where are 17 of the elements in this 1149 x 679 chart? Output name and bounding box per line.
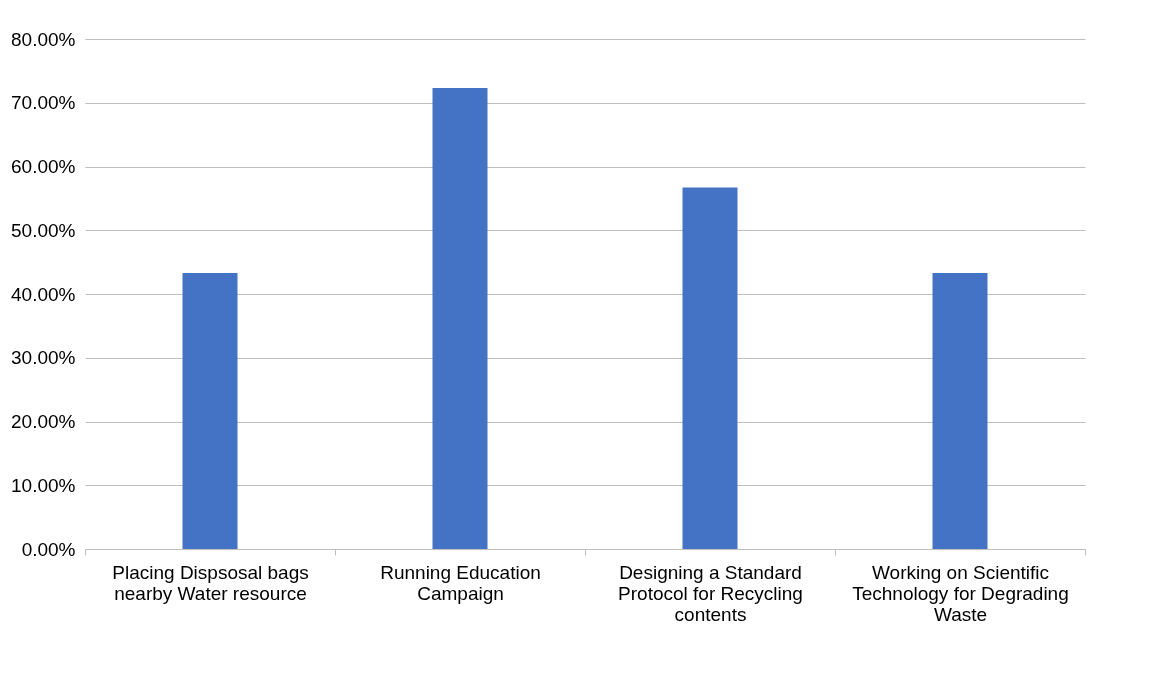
bar bbox=[432, 88, 488, 549]
y-tick-label: 70.00% bbox=[11, 92, 76, 114]
x-tick-label: Placing Dispsosal bags nearby Water resource bbox=[112, 561, 309, 604]
y-tick-label: 60.00% bbox=[11, 156, 76, 177]
x-tick-label: Running Education Campaign bbox=[380, 561, 541, 604]
y-tick-label: 30.00% bbox=[11, 347, 76, 369]
bar bbox=[182, 272, 238, 549]
x-tick-label: Working on Scientific Technology for Degrading Waste bbox=[852, 561, 1069, 625]
y-tick-label: 10.00% bbox=[11, 474, 76, 496]
y-tick-label: 80.00% bbox=[11, 28, 76, 50]
y-tick-label: 40.00% bbox=[11, 283, 76, 305]
x-tick-label: Designing a Standard Protocol for Recycling contents bbox=[618, 561, 803, 625]
y-tick-label: 20.00% bbox=[11, 411, 76, 432]
bar bbox=[682, 187, 738, 549]
y-tick-label: 0.00% bbox=[21, 538, 76, 560]
y-tick-label: 50.00% bbox=[11, 219, 76, 241]
bar bbox=[932, 272, 988, 549]
